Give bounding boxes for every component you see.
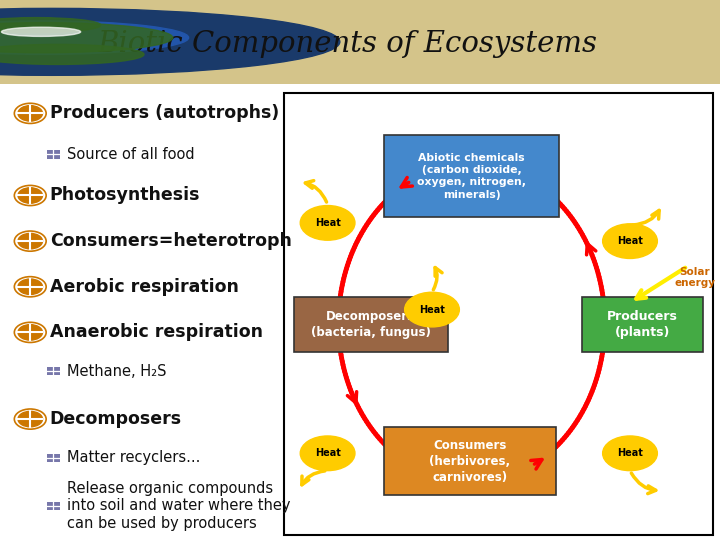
Bar [47,454,60,462]
Circle shape [300,206,355,240]
Text: Solar
energy: Solar energy [675,267,715,288]
Circle shape [0,18,101,32]
Circle shape [18,188,42,203]
Text: Heat: Heat [617,236,643,246]
Text: Aerobic respiration: Aerobic respiration [50,278,238,296]
Text: Heat: Heat [617,448,643,458]
Circle shape [18,106,42,121]
FancyBboxPatch shape [384,427,556,495]
Text: Biotic Components of Ecosystems: Biotic Components of Ecosystems [97,30,597,58]
Text: Matter recyclers...: Matter recyclers... [67,450,200,465]
Circle shape [1,27,81,36]
Text: Methane, H₂S: Methane, H₂S [67,363,166,379]
Circle shape [0,21,189,55]
FancyBboxPatch shape [582,297,703,352]
Text: Decomposers
(bacteria, fungus): Decomposers (bacteria, fungus) [311,310,431,339]
Text: Anaerobic respiration: Anaerobic respiration [50,323,263,341]
Text: Heat: Heat [419,305,445,315]
Circle shape [18,233,42,249]
Circle shape [300,436,355,471]
Bar [47,150,60,159]
Circle shape [18,279,42,294]
Text: Heat: Heat [315,218,341,228]
Bar [47,367,60,375]
Text: Decomposers: Decomposers [50,410,182,428]
FancyBboxPatch shape [294,297,448,352]
Bar [284,93,713,536]
Text: Producers (autotrophs): Producers (autotrophs) [50,104,279,123]
Text: Heat: Heat [315,448,341,458]
Circle shape [0,23,173,53]
Text: Consumers=heterotroph: Consumers=heterotroph [50,232,292,250]
Circle shape [0,8,340,76]
FancyBboxPatch shape [384,135,559,217]
Circle shape [603,224,657,259]
Text: Photosynthesis: Photosynthesis [50,186,200,205]
Text: Producers
(plants): Producers (plants) [607,310,678,339]
Text: Source of all food: Source of all food [67,147,194,162]
Circle shape [603,436,657,471]
Circle shape [0,44,144,64]
Circle shape [18,411,42,427]
Text: Consumers
(herbivores,
carnivores): Consumers (herbivores, carnivores) [429,439,510,484]
Circle shape [18,325,42,340]
Text: Abiotic chemicals
(carbon dioxide,
oxygen, nitrogen,
minerals): Abiotic chemicals (carbon dioxide, oxyge… [417,152,526,200]
Circle shape [405,292,459,327]
Text: Release organic compounds
into soil and water where they
can be used by producer: Release organic compounds into soil and … [67,481,290,531]
Bar [47,502,60,510]
